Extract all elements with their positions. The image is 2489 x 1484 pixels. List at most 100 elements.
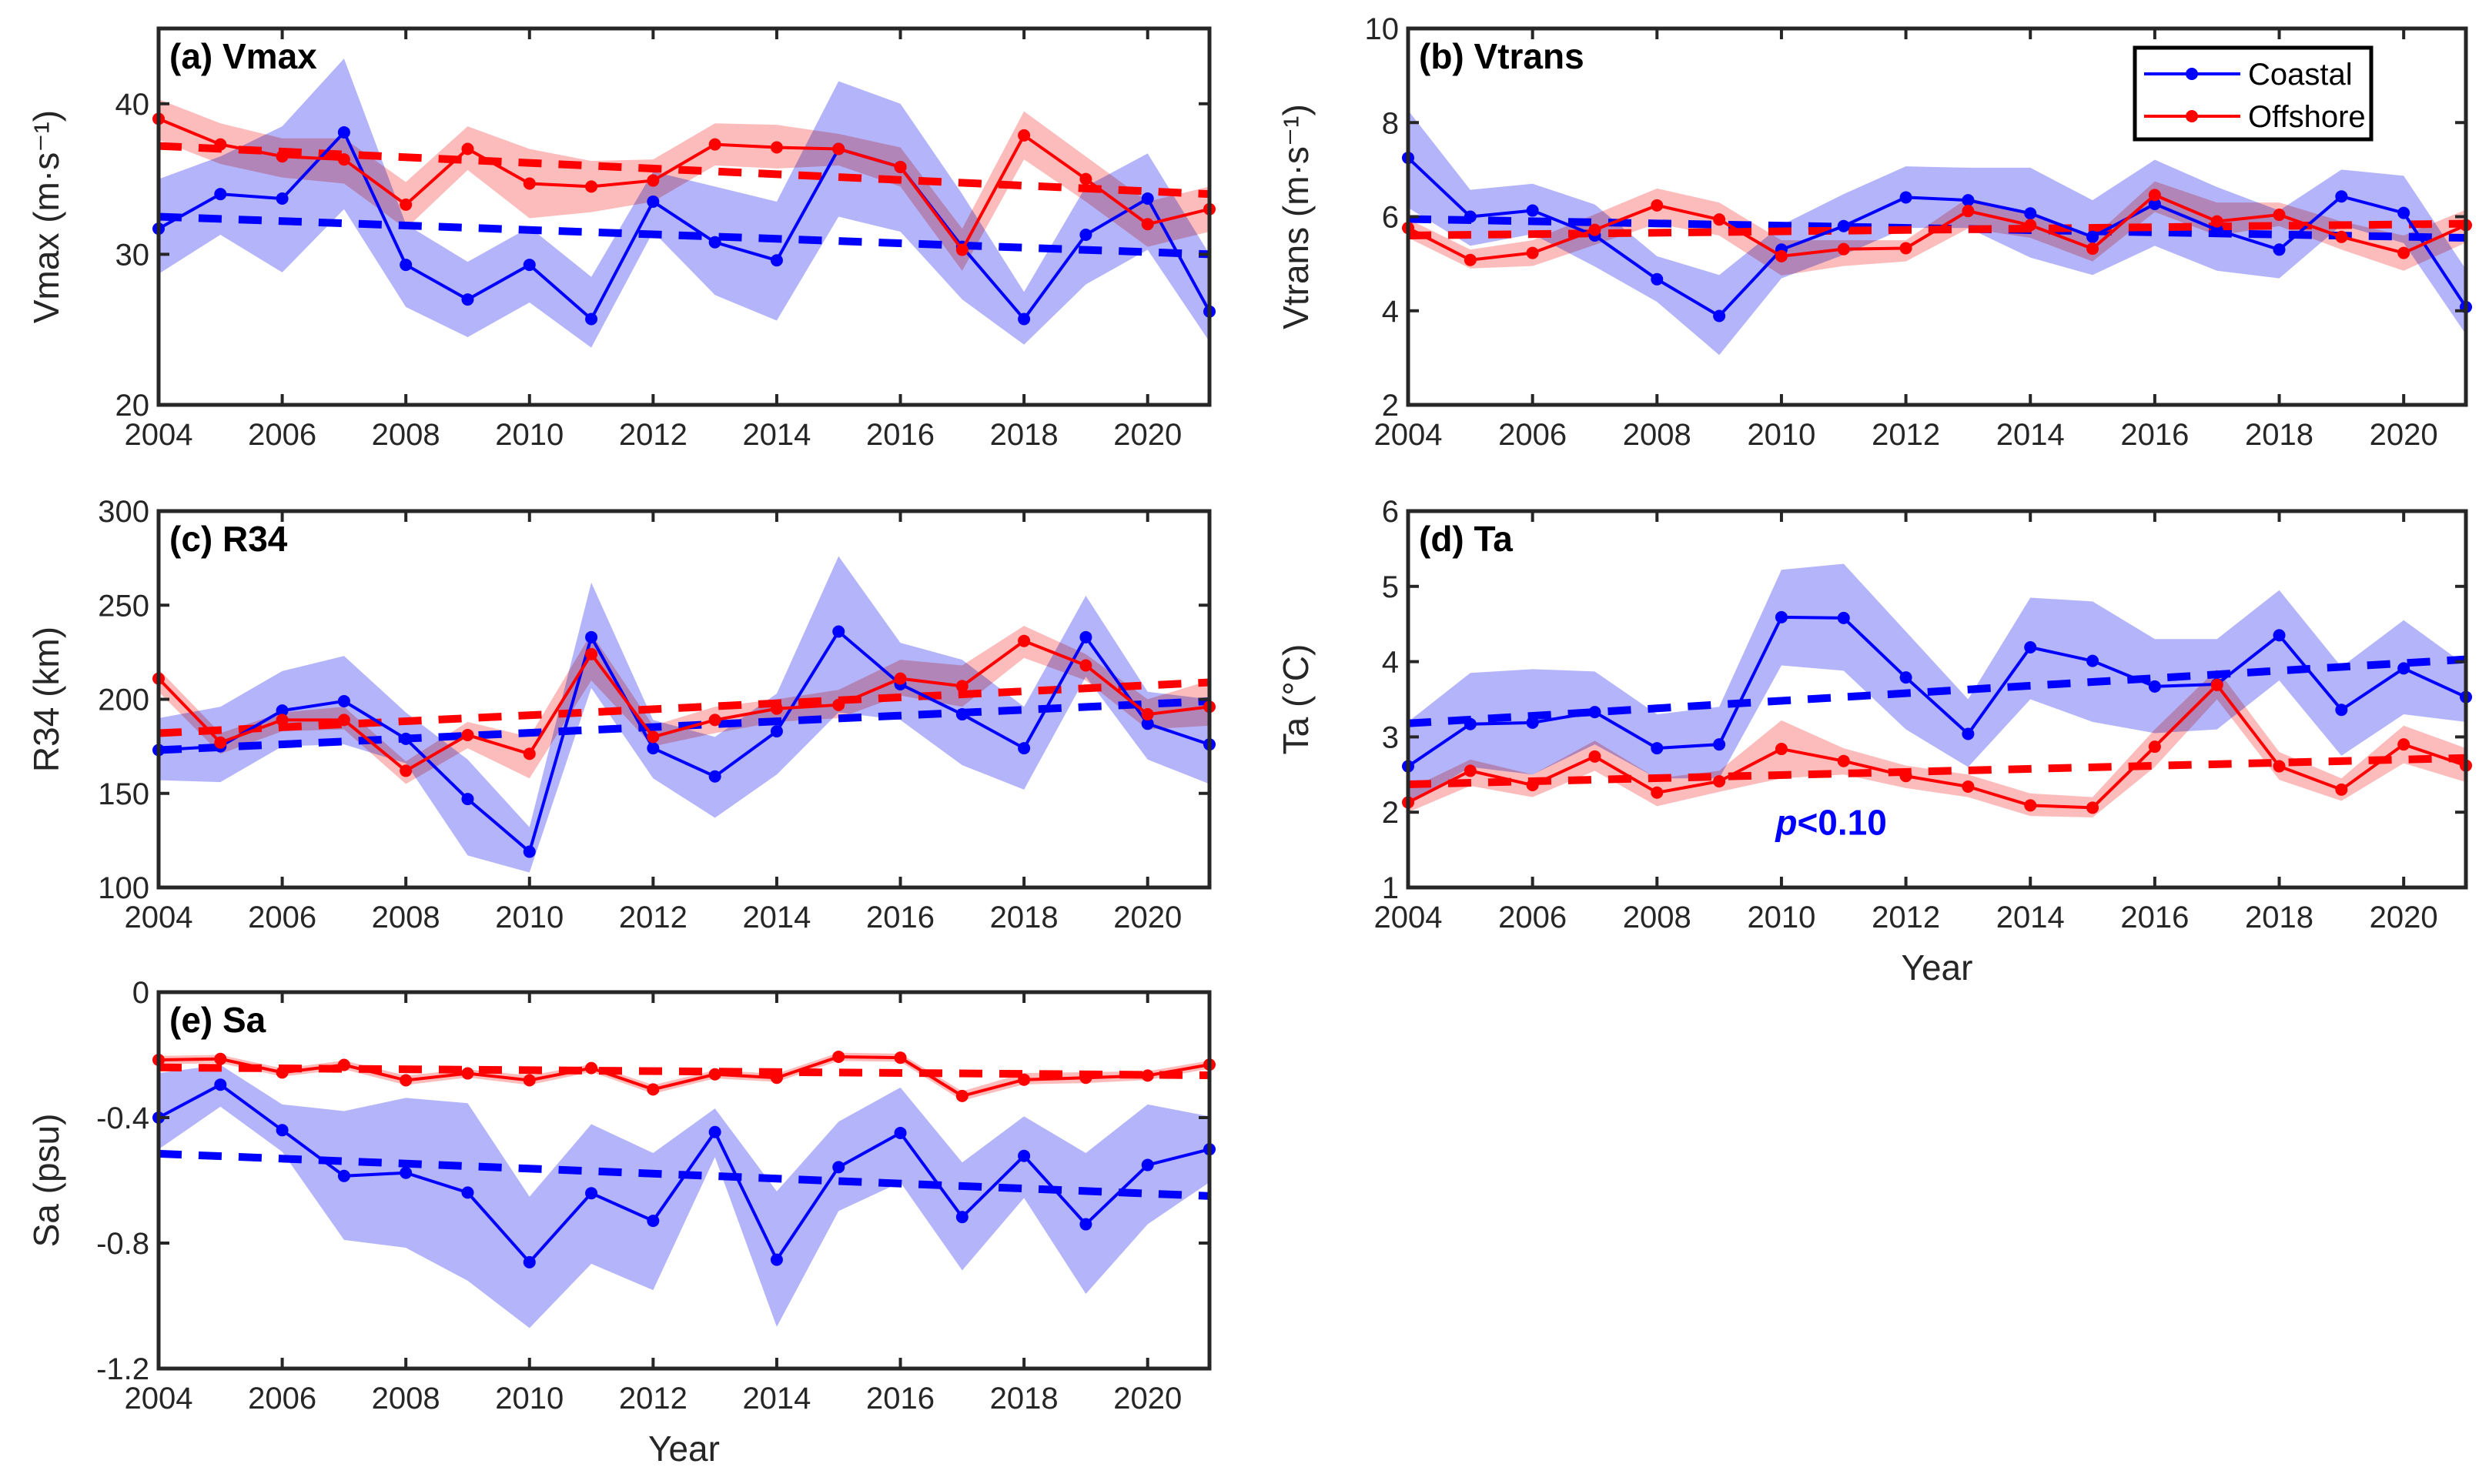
offshore-point (1775, 249, 1788, 262)
coastal-point (1837, 219, 1850, 232)
offshore-point (1588, 223, 1601, 236)
coastal-point (2148, 197, 2161, 210)
offshore-point (832, 1050, 845, 1063)
offshore-point (955, 243, 969, 256)
y-axis-label: Vtrans (m·s⁻¹) (1276, 104, 1316, 329)
offshore-point (214, 736, 227, 749)
coastal-series-line (1407, 615, 2467, 768)
offshore-point (708, 138, 721, 151)
offshore-point (585, 180, 598, 193)
x-tick-label: 2008 (372, 1382, 440, 1415)
y-tick-label: 100 (98, 871, 149, 905)
offshore-trend-line (158, 1063, 1210, 1079)
offshore-point (2210, 215, 2223, 228)
panel-title: (c) R34 (169, 519, 288, 559)
offshore-point (2086, 242, 2099, 256)
y-tick-label: 8 (1382, 106, 1399, 140)
x-tick-label: 2018 (990, 418, 1059, 452)
offshore-point (1079, 1071, 1092, 1085)
x-tick-label: 2012 (619, 418, 687, 452)
y-tick-label: 2 (1382, 796, 1399, 830)
coastal-point (2086, 654, 2099, 667)
offshore-point (1837, 754, 1850, 767)
coastal-point (400, 732, 413, 745)
y-tick-label: 4 (1382, 646, 1399, 680)
offshore-point (708, 1068, 721, 1081)
offshore-legend-marker (2186, 110, 2198, 122)
x-tick-label: 2004 (1374, 418, 1443, 452)
coastal-point (1775, 610, 1788, 623)
x-tick-label: 2012 (619, 901, 687, 934)
legend-box (2133, 45, 2374, 142)
axes-frame (1406, 509, 2468, 890)
offshore-point (1713, 775, 1726, 788)
coastal-legend-marker (2186, 68, 2198, 80)
coastal-point (955, 1211, 969, 1224)
coastal-point (2335, 704, 2348, 717)
x-tick-label: 2004 (125, 418, 193, 452)
coastal-point (2148, 680, 2161, 693)
coastal-point (523, 259, 536, 272)
coastal-point (1962, 194, 1975, 207)
coastal-point (461, 1186, 474, 1199)
coastal-point (461, 293, 474, 306)
x-axis-label: Year (1902, 948, 1973, 988)
coastal-point (1899, 191, 1912, 204)
offshore-series-line (157, 639, 1210, 773)
coastal-point (647, 195, 660, 208)
offshore-series-line (1407, 193, 2467, 262)
offshore-point (2210, 678, 2223, 691)
coastal-point (1079, 630, 1092, 643)
offshore-spread-band (159, 626, 1209, 784)
y-tick-label: 3 (1382, 720, 1399, 754)
coastal-point (1526, 204, 1539, 217)
coastal-spread-band (159, 58, 1209, 348)
offshore-point (1079, 659, 1092, 672)
panel-title: (a) Vmax (169, 36, 317, 76)
offshore-point (1526, 778, 1539, 791)
offshore-point (1651, 199, 1664, 212)
annotation-p: p (1774, 803, 1797, 843)
coastal-point (1526, 716, 1539, 729)
offshore-point (2397, 246, 2410, 259)
y-tick-label: 40 (115, 88, 150, 122)
axes-frame (156, 990, 1212, 1371)
offshore-point (647, 174, 660, 187)
x-tick-label: 2018 (2245, 418, 2313, 452)
offshore-point (647, 730, 660, 744)
y-tick-label: 20 (115, 389, 150, 423)
offshore-point (523, 747, 536, 760)
coastal-point (400, 259, 413, 272)
coastal-point (647, 1215, 660, 1228)
x-tick-label: 2010 (495, 1382, 564, 1415)
coastal-point (2086, 230, 2099, 243)
offshore-point (585, 647, 598, 660)
offshore-spread-band (1408, 669, 2466, 818)
coastal-point (832, 625, 845, 638)
offshore-point (1588, 750, 1601, 763)
offshore-point (894, 160, 907, 173)
x-tick-label: 2006 (248, 901, 316, 934)
offshore-point (1018, 1073, 1031, 1086)
coastal-point (523, 1255, 536, 1268)
offshore-point (1899, 770, 1912, 783)
coastal-point (1651, 742, 1664, 755)
x-tick-label: 2020 (1113, 418, 1182, 452)
offshore-point (1464, 764, 1477, 777)
coastal-point (1018, 1149, 1031, 1162)
x-tick-label: 2018 (2245, 901, 2313, 934)
offshore-point (647, 1083, 660, 1096)
offshore-point (214, 1052, 227, 1065)
coastal-point (708, 236, 721, 249)
offshore-point (461, 728, 474, 741)
coastal-point (2273, 629, 2286, 642)
offshore-point (1079, 172, 1092, 186)
x-tick-label: 2014 (742, 418, 811, 452)
coastal-point (1141, 1158, 1154, 1171)
coastal-point (1713, 738, 1726, 751)
coastal-point (461, 793, 474, 806)
annotation-value: <0.10 (1797, 803, 1886, 843)
coastal-point (708, 770, 721, 783)
coastal-point (2024, 207, 2037, 220)
